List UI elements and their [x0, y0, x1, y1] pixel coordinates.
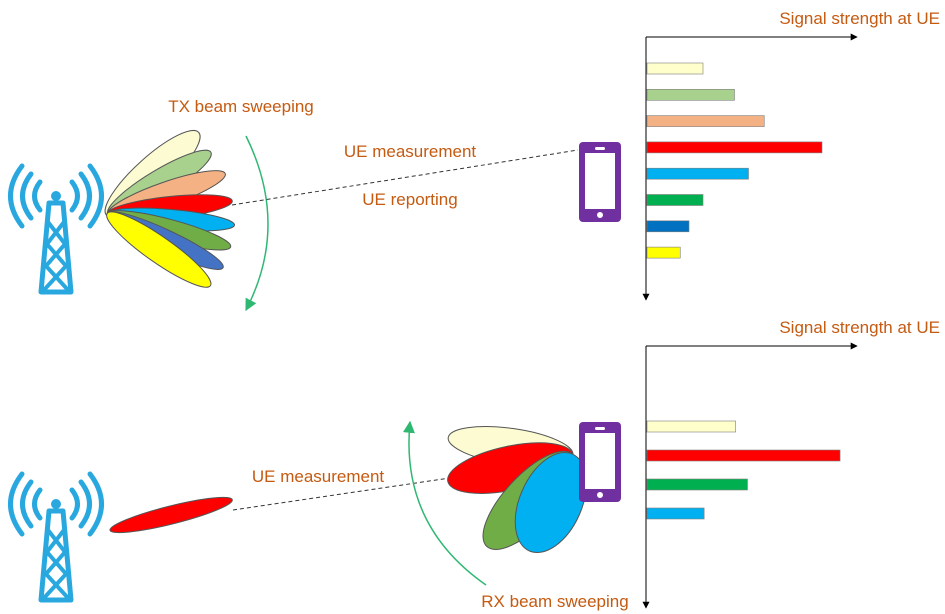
rx-beam-sweeping-label: RX beam sweeping	[481, 592, 628, 611]
base-station-tower-icon-top	[11, 166, 102, 292]
measurement-link-top	[231, 149, 579, 206]
chart-top-bar-1	[646, 62, 704, 75]
chart-top-bar-4	[646, 141, 823, 154]
chart-bottom-bar-3	[646, 478, 748, 491]
base-station-tower-icon-bottom	[11, 474, 102, 600]
tx-beam-sweeping-label: TX beam sweeping	[168, 97, 314, 116]
chart-top-bar-8	[646, 246, 681, 259]
chart-top-bar-6	[646, 194, 704, 206]
signal-strength-chart-bottom	[642, 342, 858, 609]
tx-beam-fixed-red	[109, 496, 233, 534]
chart-bottom-title: Signal strength at UE	[779, 318, 940, 337]
chart-top-bar-2	[646, 89, 735, 101]
ue-reporting-label: UE reporting	[362, 190, 457, 209]
chart-bottom-bar-4	[646, 507, 705, 520]
rx-beam-fan	[447, 426, 587, 554]
chart-top-bar-5	[646, 167, 749, 180]
tx-sweep-arrow	[245, 135, 269, 312]
measurement-link-bottom	[232, 474, 471, 511]
ue-measurement-label-bottom: UE measurement	[252, 467, 385, 486]
tx-beam-fan	[104, 129, 236, 288]
phone-icon-top	[579, 142, 621, 222]
chart-top-bar-3	[646, 115, 765, 127]
chart-bottom-bar-2	[646, 449, 841, 462]
signal-strength-chart-top	[642, 33, 858, 301]
chart-top-title: Signal strength at UE	[779, 9, 940, 28]
rx-beam-light-blue	[514, 451, 587, 554]
chart-top-bar-7	[646, 220, 690, 233]
chart-bottom-bar-1	[646, 420, 736, 433]
phone-icon-bottom	[579, 422, 621, 502]
rx-sweep-arrow	[402, 420, 487, 586]
tx-beam-yellow	[106, 211, 212, 288]
ue-measurement-label-top: UE measurement	[344, 142, 477, 161]
